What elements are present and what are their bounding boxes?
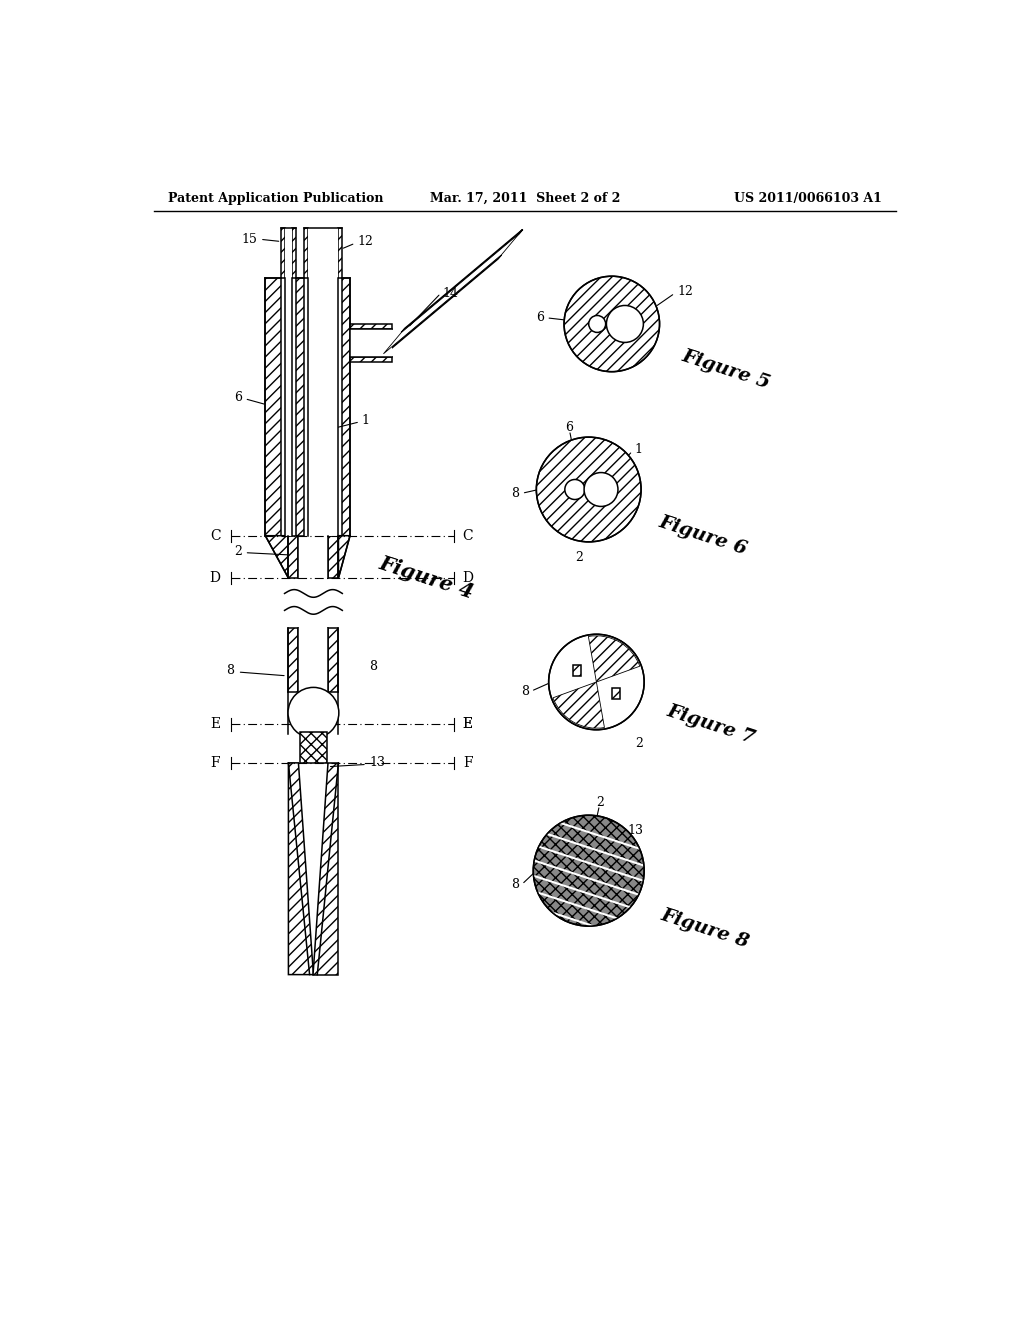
- Polygon shape: [292, 227, 296, 277]
- Polygon shape: [285, 277, 292, 536]
- Text: 8: 8: [511, 487, 519, 500]
- Wedge shape: [589, 636, 640, 682]
- Polygon shape: [401, 230, 522, 333]
- Polygon shape: [308, 277, 338, 536]
- Polygon shape: [308, 227, 338, 277]
- Polygon shape: [342, 277, 350, 536]
- Text: E: E: [463, 717, 473, 731]
- Text: Figure 8: Figure 8: [658, 906, 751, 952]
- Text: Z: Z: [593, 675, 604, 689]
- Polygon shape: [265, 536, 289, 578]
- Text: Mar. 17, 2011  Sheet 2 of 2: Mar. 17, 2011 Sheet 2 of 2: [430, 191, 620, 205]
- Text: 15: 15: [242, 232, 258, 246]
- Polygon shape: [338, 227, 342, 277]
- Text: E: E: [210, 717, 220, 731]
- Text: 12: 12: [677, 285, 693, 298]
- Text: 13: 13: [370, 756, 385, 770]
- Text: E: E: [463, 717, 473, 731]
- Text: 2: 2: [596, 796, 604, 809]
- Text: 6: 6: [234, 391, 243, 404]
- Text: Figure 5: Figure 5: [680, 347, 773, 393]
- Text: 1: 1: [361, 413, 370, 426]
- Text: C: C: [210, 529, 220, 543]
- Polygon shape: [298, 536, 329, 578]
- Polygon shape: [285, 227, 292, 277]
- Text: C: C: [463, 529, 473, 543]
- Circle shape: [564, 276, 659, 372]
- Text: 1: 1: [635, 444, 643, 455]
- Circle shape: [288, 688, 339, 738]
- Polygon shape: [289, 763, 313, 974]
- Circle shape: [537, 437, 641, 541]
- Circle shape: [589, 315, 605, 333]
- Polygon shape: [281, 227, 285, 277]
- Text: Patent Application Publication: Patent Application Publication: [168, 191, 383, 205]
- Polygon shape: [339, 536, 350, 578]
- Wedge shape: [553, 682, 604, 729]
- Text: 8: 8: [511, 878, 519, 891]
- Text: US 2011/0066103 A1: US 2011/0066103 A1: [734, 191, 882, 205]
- Text: Figure 7: Figure 7: [665, 701, 757, 747]
- Polygon shape: [265, 277, 281, 536]
- Text: D: D: [462, 572, 473, 585]
- Text: 8: 8: [370, 660, 377, 673]
- Text: 2: 2: [635, 737, 643, 750]
- Circle shape: [565, 479, 585, 499]
- Polygon shape: [350, 358, 392, 363]
- Text: Figure 4: Figure 4: [377, 553, 477, 603]
- Circle shape: [549, 635, 644, 730]
- Text: 6: 6: [536, 312, 544, 325]
- Polygon shape: [573, 665, 581, 676]
- Polygon shape: [329, 536, 339, 578]
- Text: 14: 14: [442, 286, 459, 300]
- Text: 6: 6: [565, 421, 573, 434]
- Text: 8: 8: [226, 664, 234, 677]
- Text: 8: 8: [520, 685, 528, 698]
- Text: Figure 6: Figure 6: [656, 513, 750, 558]
- Circle shape: [534, 816, 644, 927]
- Polygon shape: [304, 227, 308, 277]
- Polygon shape: [611, 688, 620, 700]
- Circle shape: [606, 305, 643, 342]
- Polygon shape: [298, 628, 329, 692]
- Polygon shape: [313, 763, 339, 974]
- Polygon shape: [350, 330, 392, 358]
- Text: 2: 2: [574, 550, 583, 564]
- Text: D: D: [210, 572, 221, 585]
- Text: F: F: [463, 756, 473, 770]
- Polygon shape: [289, 536, 298, 578]
- Polygon shape: [300, 733, 327, 763]
- Text: 2: 2: [234, 545, 243, 557]
- Polygon shape: [329, 628, 339, 692]
- Polygon shape: [383, 234, 519, 354]
- Text: F: F: [211, 756, 220, 770]
- Text: 13: 13: [628, 824, 643, 837]
- Circle shape: [584, 473, 617, 507]
- Text: 12: 12: [357, 235, 374, 248]
- Polygon shape: [380, 255, 502, 358]
- Polygon shape: [350, 323, 392, 330]
- Polygon shape: [296, 277, 304, 536]
- Polygon shape: [289, 628, 298, 692]
